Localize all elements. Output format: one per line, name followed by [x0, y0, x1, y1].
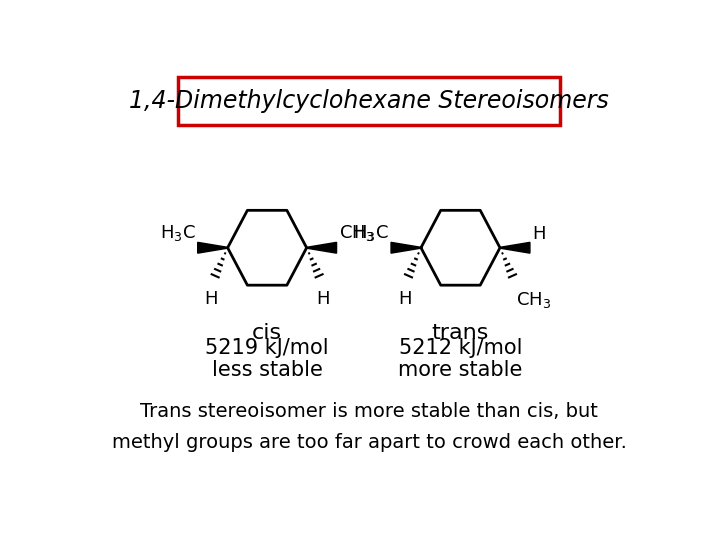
Text: 5212 kJ/mol: 5212 kJ/mol: [399, 338, 522, 357]
Text: 1,4-Dimethylcyclohexane Stereoisomers: 1,4-Dimethylcyclohexane Stereoisomers: [129, 89, 609, 113]
Text: Trans stereoisomer is more stable than cis, but
methyl groups are too far apart : Trans stereoisomer is more stable than c…: [112, 402, 626, 451]
Text: cis: cis: [252, 322, 282, 342]
Text: H: H: [316, 290, 330, 308]
Polygon shape: [391, 242, 421, 253]
Text: H: H: [204, 290, 218, 308]
FancyBboxPatch shape: [178, 77, 560, 125]
Text: CH$_3$: CH$_3$: [516, 290, 552, 310]
Polygon shape: [198, 242, 228, 253]
Text: H: H: [397, 290, 411, 308]
Text: H: H: [532, 225, 546, 243]
Polygon shape: [500, 242, 530, 253]
Text: H$_3$C: H$_3$C: [160, 223, 196, 243]
Text: CH$_3$: CH$_3$: [338, 223, 374, 243]
Text: 5219 kJ/mol: 5219 kJ/mol: [205, 338, 329, 357]
Text: less stable: less stable: [212, 360, 323, 380]
Text: H$_3$C: H$_3$C: [354, 223, 389, 243]
Polygon shape: [307, 242, 336, 253]
Text: trans: trans: [432, 322, 489, 342]
Text: more stable: more stable: [398, 360, 523, 380]
